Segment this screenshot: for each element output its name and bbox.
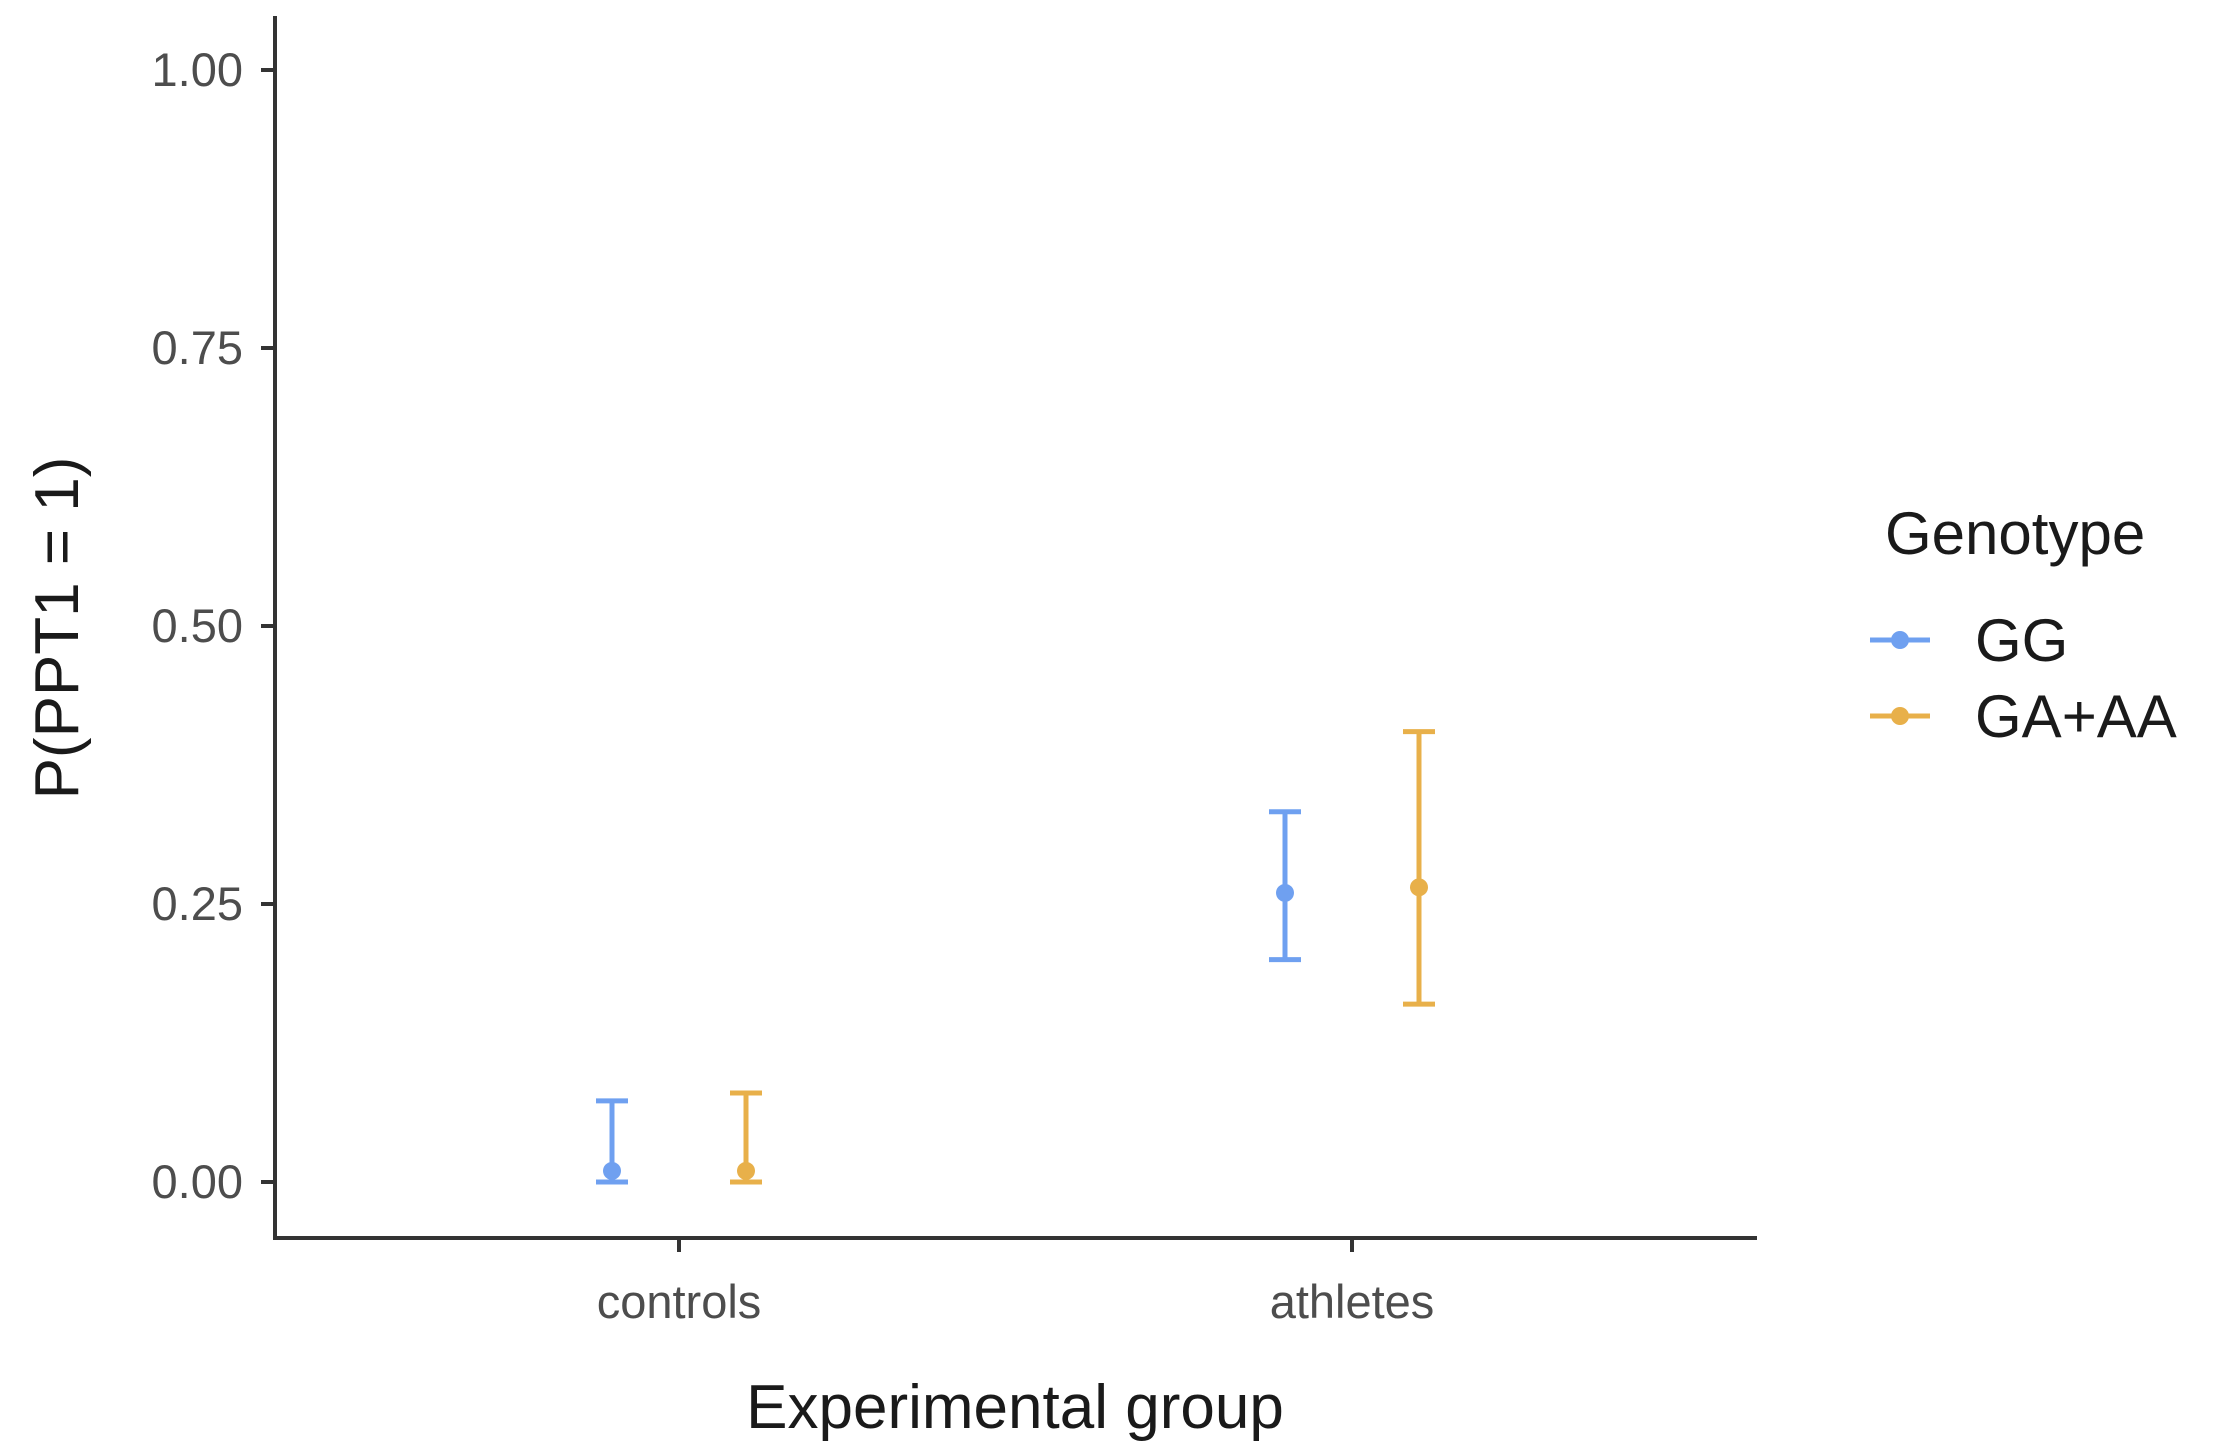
legend-title: Genotype xyxy=(1885,500,2145,567)
y-tick-label: 0.25 xyxy=(152,877,243,930)
plot-marks xyxy=(596,729,1435,1185)
x-axis-title: Experimental group xyxy=(746,1373,1284,1442)
legend-item: GA+AA xyxy=(1870,683,2177,750)
series-ga-aa xyxy=(730,729,1435,1185)
y-tick-label: 0.00 xyxy=(152,1155,243,1208)
point-estimate xyxy=(1276,883,1294,902)
point-estimate xyxy=(1410,878,1428,897)
y-tick-label: 0.50 xyxy=(152,599,243,652)
legend-label: GG xyxy=(1975,607,2068,674)
legend-key-point xyxy=(1891,707,1909,725)
legend-item: GG xyxy=(1870,607,2068,674)
point-estimate xyxy=(737,1161,755,1180)
legend-label: GA+AA xyxy=(1975,683,2177,750)
x-axis-ticks: controls athletes xyxy=(597,1238,1435,1328)
x-tick-label: athletes xyxy=(1270,1275,1435,1328)
point-estimate xyxy=(603,1161,621,1180)
x-tick-label: controls xyxy=(597,1275,762,1328)
series-gg xyxy=(596,809,1301,1185)
y-axis-title: P(PPT1 = 1) xyxy=(23,457,92,800)
y-tick-label: 0.75 xyxy=(152,321,243,374)
y-tick-label: 1.00 xyxy=(152,43,243,96)
legend-key-point xyxy=(1891,631,1909,649)
legend: Genotype GG GA+AA xyxy=(1870,500,2177,750)
y-axis-ticks: 0.00 0.25 0.50 0.75 1.00 xyxy=(152,43,275,1208)
